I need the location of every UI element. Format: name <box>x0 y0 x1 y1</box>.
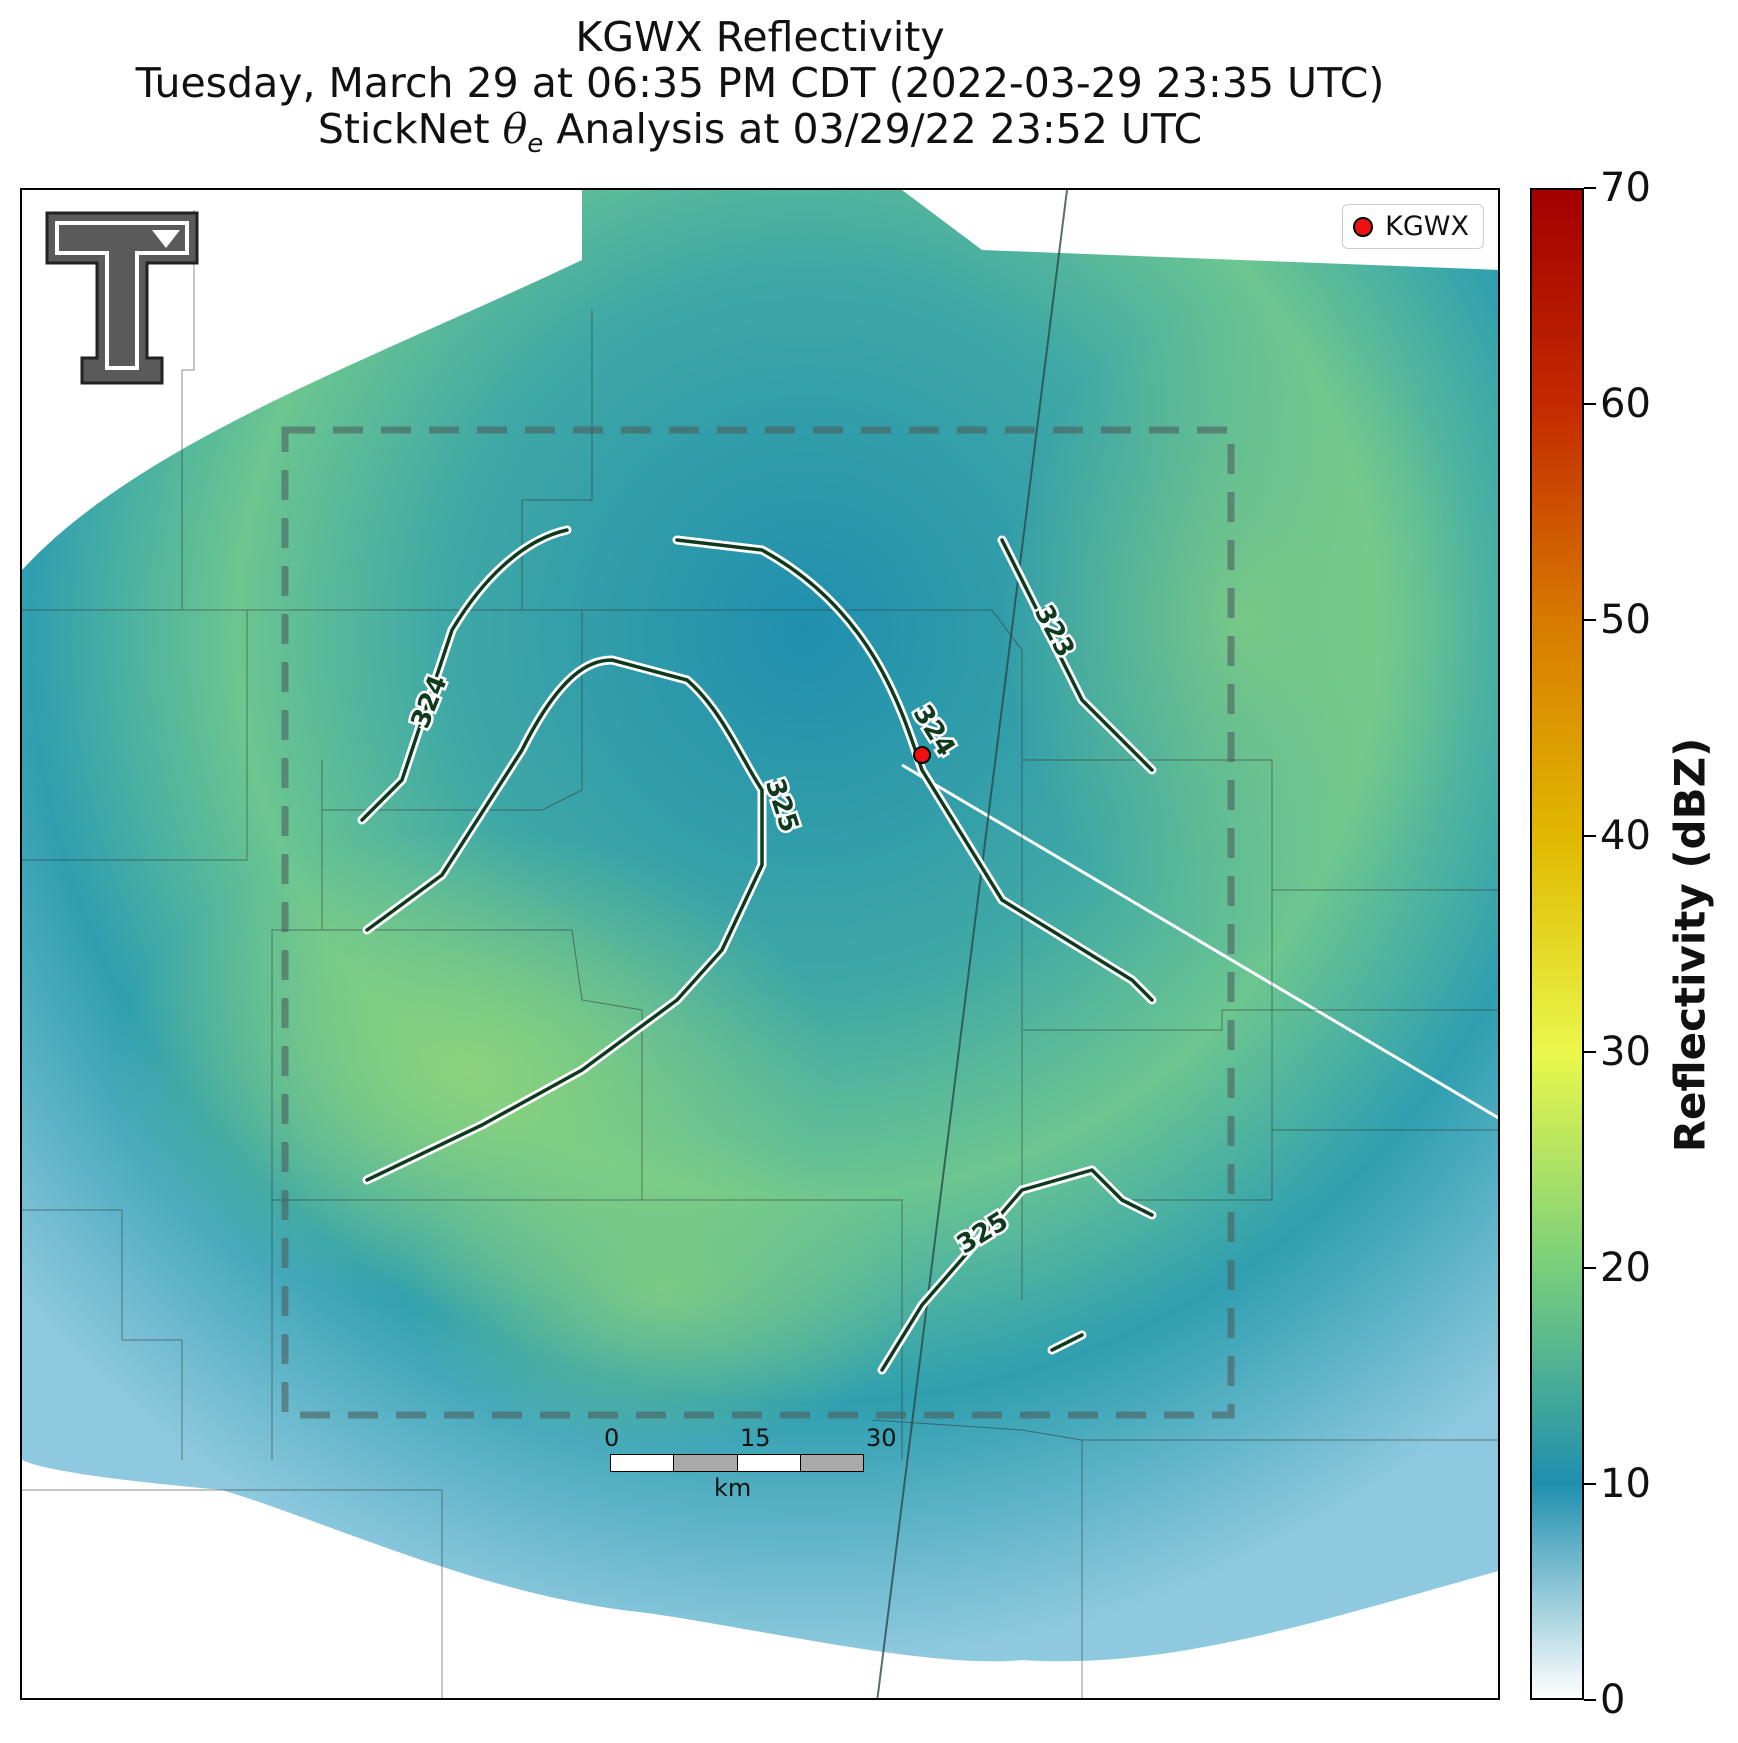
legend-marker <box>1353 216 1374 237</box>
colorbar-tick-label: 30 <box>1600 1029 1651 1075</box>
theta-e-contours <box>357 525 1157 1375</box>
contour-325-west <box>365 658 764 1182</box>
title-line-3-prefix: StickNet <box>317 105 490 153</box>
colorbar-tick-mark <box>1584 1051 1596 1053</box>
radar-site-marker[interactable] <box>913 746 931 764</box>
scale-tick-0: 0 <box>604 1424 620 1452</box>
colorbar-tick-mark <box>1584 1699 1596 1701</box>
colorbar-tick-mark <box>1584 619 1596 621</box>
legend-label: KGWX <box>1385 211 1469 242</box>
contour-324-north <box>675 538 1154 1002</box>
colorbar-tick-label: 40 <box>1600 813 1651 859</box>
colorbar-title: Reflectivity (dBZ) <box>1665 737 1715 1153</box>
scale-segments <box>610 1454 864 1472</box>
radar-beam-blockage <box>901 763 1498 1120</box>
colorbar-tick-label: 70 <box>1600 165 1651 211</box>
colorbar-tick-label: 60 <box>1600 381 1651 427</box>
scale-bar: 0 15 30 km <box>604 1424 910 1504</box>
echo-core-south <box>402 1130 922 1450</box>
theta-subscript: e <box>527 129 544 160</box>
reflectivity-colorbar <box>1530 188 1584 1700</box>
title-line-2: Tuesday, March 29 at 06:35 PM CDT (2022-… <box>135 59 1385 107</box>
echo-core-northeast <box>1002 300 1482 940</box>
scale-tick-30: 30 <box>866 1424 897 1452</box>
contour-325-south <box>880 1168 1154 1372</box>
analysis-domain-box <box>281 426 1235 1419</box>
map-legend: KGWX <box>1342 204 1484 249</box>
title-line-1: KGWX Reflectivity <box>575 13 945 61</box>
colorbar-tick-mark <box>1584 187 1596 189</box>
colorbar-tick-mark <box>1584 403 1596 405</box>
colorbar-tick-mark <box>1584 835 1596 837</box>
radar-map-canvas: 323 324 324 325 325 <box>22 190 1498 1698</box>
colorbar-tick-label: 0 <box>1600 1677 1626 1723</box>
contour-fragment <box>1050 1333 1084 1352</box>
contour-324-west <box>360 528 569 822</box>
colorbar-tick-label: 50 <box>1600 597 1651 643</box>
scale-unit: km <box>714 1474 752 1502</box>
figure-title: KGWX Reflectivity Tuesday, March 29 at 0… <box>0 14 1520 167</box>
title-line-3: StickNet θe Analysis at 03/29/22 23:52 U… <box>0 106 1520 167</box>
colorbar-tick-mark <box>1584 1483 1596 1485</box>
scale-tick-15: 15 <box>740 1424 771 1452</box>
colorbar-tick-label: 20 <box>1600 1245 1651 1291</box>
highway-line <box>876 190 1068 1698</box>
colorbar-tick-mark <box>1584 1267 1596 1269</box>
theta-symbol: θ <box>502 105 528 153</box>
colorbar-tick-label: 10 <box>1600 1461 1651 1507</box>
contour-323 <box>1000 538 1154 772</box>
radar-map[interactable]: 323 324 324 325 325 KGWX <box>20 188 1500 1700</box>
title-line-3-suffix: Analysis at 03/29/22 23:52 UTC <box>556 105 1203 153</box>
